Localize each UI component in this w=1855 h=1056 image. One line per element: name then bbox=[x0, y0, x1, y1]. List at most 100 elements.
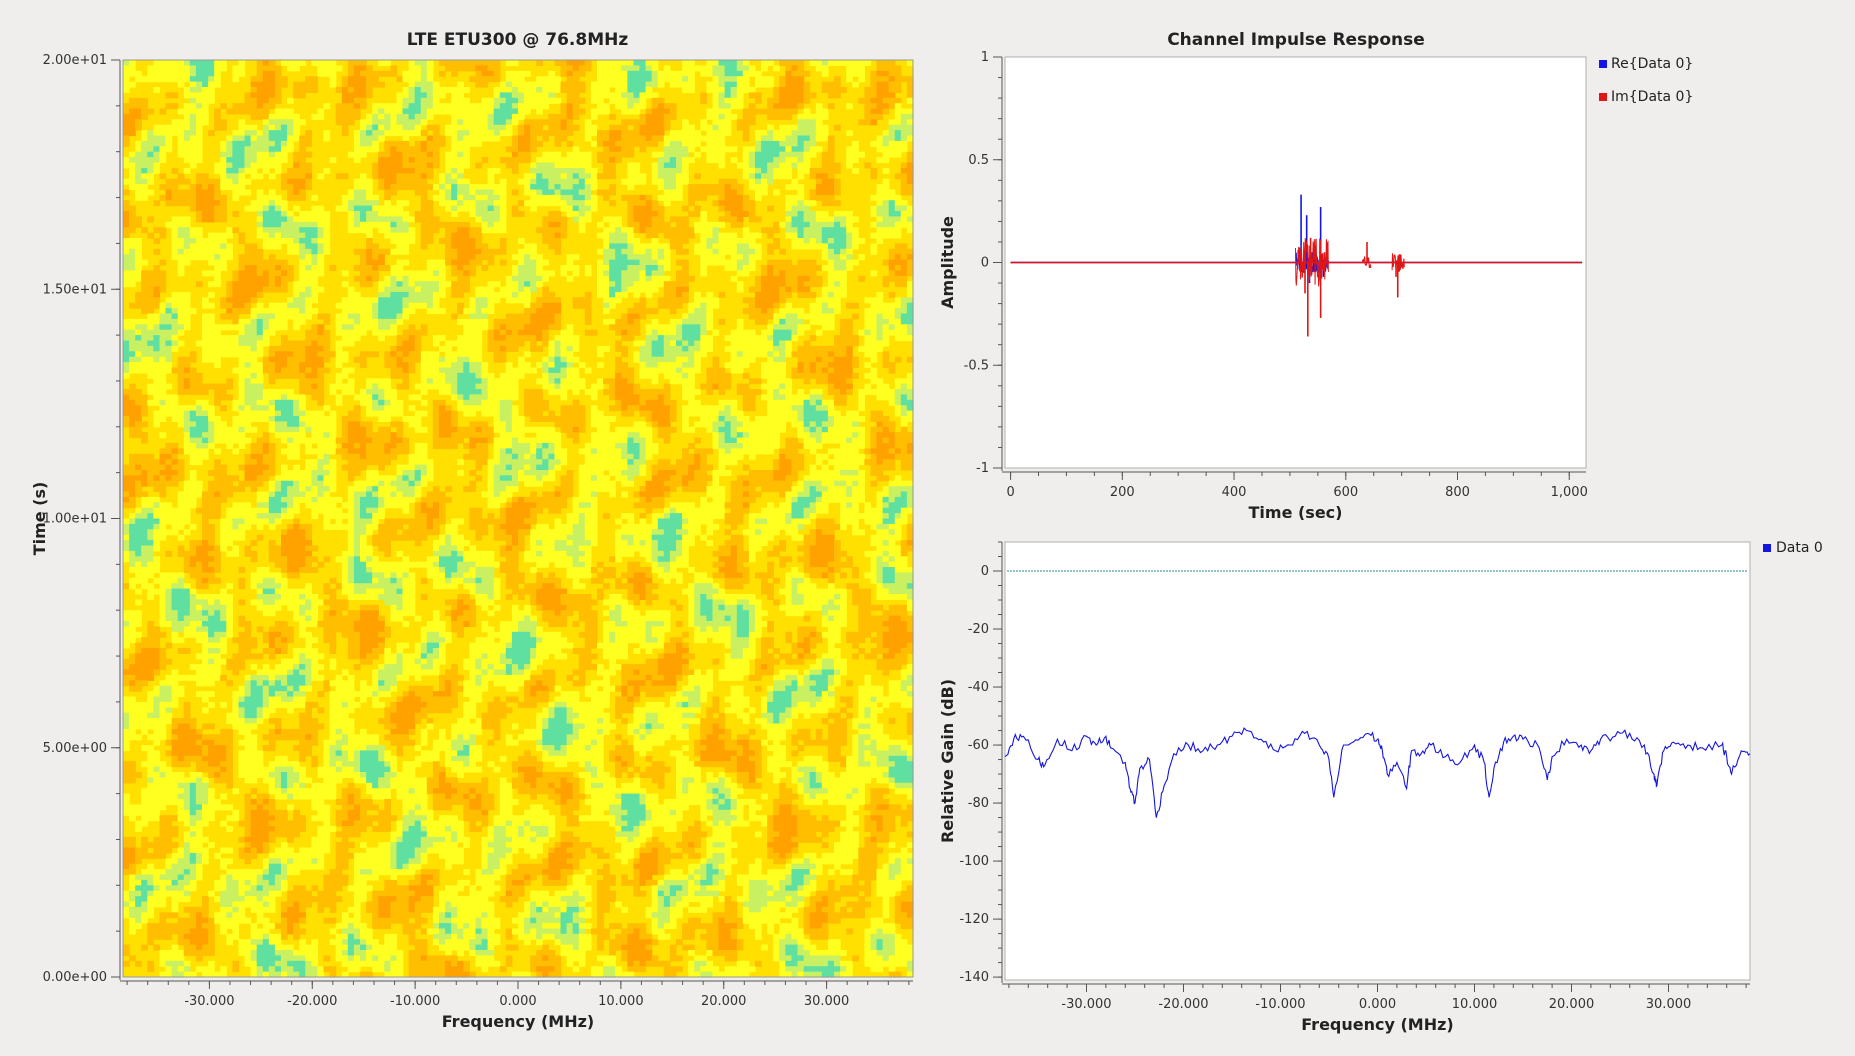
heatmap-cell bbox=[214, 394, 221, 401]
heatmap-cell bbox=[177, 421, 185, 428]
heatmap-cell bbox=[317, 205, 325, 212]
heatmap-cell bbox=[372, 167, 379, 174]
heatmap-cell bbox=[226, 335, 233, 342]
heatmap-cell bbox=[353, 518, 361, 525]
heatmap-cell bbox=[250, 777, 258, 784]
heatmap-cell bbox=[177, 367, 185, 374]
heatmap-cell bbox=[366, 772, 373, 778]
heatmap-cell bbox=[262, 674, 270, 681]
heatmap-cell bbox=[262, 313, 270, 320]
heatmap-cell bbox=[171, 577, 179, 584]
heatmap-cell bbox=[268, 804, 276, 811]
heatmap-cell bbox=[353, 216, 361, 223]
heatmap-cell bbox=[214, 739, 221, 746]
heatmap-cell bbox=[189, 232, 197, 239]
heatmap-cell bbox=[189, 480, 197, 487]
heatmap-cell bbox=[238, 577, 246, 584]
heatmap-cell bbox=[262, 928, 270, 935]
heatmap-cell bbox=[287, 604, 294, 611]
heatmap-cell bbox=[183, 610, 191, 617]
heatmap-cell bbox=[281, 852, 288, 859]
heatmap-cell bbox=[305, 475, 312, 482]
heatmap-cell bbox=[329, 777, 337, 784]
heatmap-cell bbox=[311, 664, 319, 671]
heatmap-cell bbox=[372, 896, 379, 903]
heatmap-cell bbox=[360, 545, 367, 552]
heatmap-cell bbox=[281, 432, 288, 439]
heatmap-cell bbox=[232, 146, 240, 153]
heatmap-cell bbox=[208, 540, 215, 547]
heatmap-cell bbox=[293, 286, 300, 293]
heatmap-cell bbox=[366, 205, 373, 212]
heatmap-cell bbox=[378, 281, 385, 288]
heatmap-cell bbox=[287, 955, 294, 962]
heatmap-cell bbox=[226, 308, 233, 315]
heatmap-cell bbox=[232, 901, 240, 908]
heatmap-cell bbox=[202, 734, 209, 741]
heatmap-cell bbox=[274, 831, 282, 838]
spectrogram-chart[interactable]: -30.000 -20.000 -10.000 0.000 10.000 20.000 30… bbox=[0, 0, 930, 1056]
heatmap-cell bbox=[135, 550, 142, 557]
heatmap-cell bbox=[347, 567, 355, 573]
heatmap-cell bbox=[347, 291, 355, 298]
heatmap-cell bbox=[305, 270, 312, 277]
heatmap-cell bbox=[165, 793, 173, 800]
heatmap-cell bbox=[244, 383, 252, 390]
heatmap-cell bbox=[195, 669, 203, 676]
heatmap-cell bbox=[123, 221, 130, 228]
heatmap-cell bbox=[183, 157, 191, 164]
heatmap-cell bbox=[317, 389, 325, 395]
heatmap-cell bbox=[262, 815, 270, 822]
heatmap-cell bbox=[208, 130, 215, 137]
heatmap-cell bbox=[262, 933, 270, 940]
heatmap-cell bbox=[287, 119, 294, 126]
heatmap-cell bbox=[202, 621, 209, 627]
heatmap-cell bbox=[208, 615, 215, 622]
heatmap-cell bbox=[238, 480, 246, 487]
heatmap-cell bbox=[147, 669, 154, 676]
heatmap-cell bbox=[256, 701, 264, 708]
heatmap-cell bbox=[129, 637, 136, 644]
heatmap-cell bbox=[305, 81, 312, 88]
heatmap-cell bbox=[189, 912, 197, 919]
heatmap-cell bbox=[317, 890, 325, 897]
heatmap-cell bbox=[123, 626, 130, 633]
heatmap-cell bbox=[281, 60, 288, 66]
heatmap-cell bbox=[256, 577, 264, 584]
heatmap-cell bbox=[323, 103, 331, 110]
heatmap-cell bbox=[250, 583, 258, 590]
heatmap-cell bbox=[238, 356, 246, 363]
heatmap-cell bbox=[268, 734, 276, 741]
heatmap-cell bbox=[299, 615, 306, 622]
heatmap-cell bbox=[317, 372, 325, 379]
heatmap-cell bbox=[220, 674, 227, 681]
heatmap-cell bbox=[123, 496, 130, 503]
heatmap-cell bbox=[274, 162, 282, 169]
heatmap-cell bbox=[244, 335, 252, 342]
heatmap-cell bbox=[226, 858, 233, 865]
heatmap-cell bbox=[274, 890, 282, 897]
heatmap-cell bbox=[129, 761, 136, 768]
heatmap-cell bbox=[366, 189, 373, 196]
heatmap-cell bbox=[341, 879, 349, 886]
heatmap-cell bbox=[123, 852, 130, 859]
heatmap-cell bbox=[287, 124, 294, 131]
heatmap-cell bbox=[123, 351, 130, 358]
heatmap-cell bbox=[305, 486, 312, 493]
heatmap-cell bbox=[147, 648, 154, 654]
heatmap-cell bbox=[329, 475, 337, 482]
heatmap-cell bbox=[329, 507, 337, 514]
heatmap-cell bbox=[256, 831, 264, 838]
heatmap-cell bbox=[159, 879, 167, 886]
heatmap-cell bbox=[287, 674, 294, 681]
heatmap-cell bbox=[202, 345, 209, 352]
heatmap-cell bbox=[323, 879, 331, 886]
heatmap-cell bbox=[293, 464, 300, 471]
heatmap-cell bbox=[311, 939, 319, 946]
heatmap-cell bbox=[378, 966, 385, 973]
heatmap-cell bbox=[293, 297, 300, 304]
heatmap-cell bbox=[165, 124, 173, 131]
heatmap-cell bbox=[293, 394, 300, 401]
heatmap-cell bbox=[177, 583, 185, 590]
heatmap-cell bbox=[244, 405, 252, 412]
